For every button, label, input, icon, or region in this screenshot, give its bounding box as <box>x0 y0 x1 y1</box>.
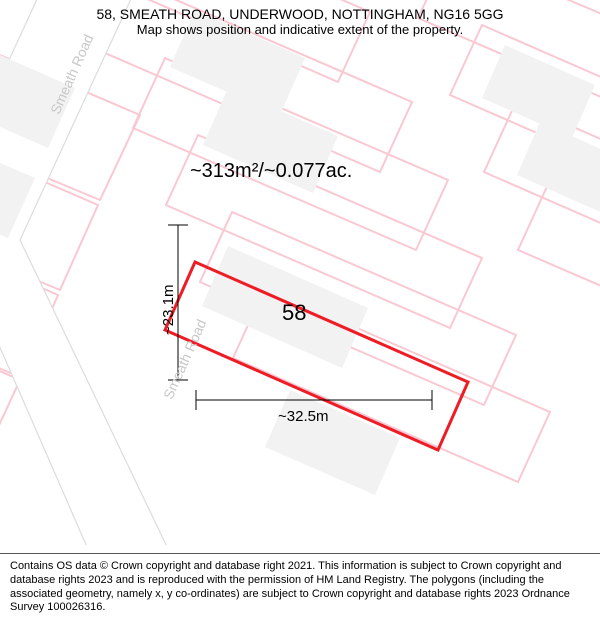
page-title: 58, SMEATH ROAD, UNDERWOOD, NOTTINGHAM, … <box>10 6 590 22</box>
map-canvas: Smeath Road Smeath Road ~313m²/~0.077ac.… <box>0 0 600 545</box>
footer-copyright: Contains OS data © Crown copyright and d… <box>0 553 600 625</box>
dimension-horizontal-label: ~32.5m <box>278 408 328 425</box>
plot-number-label: 58 <box>282 300 306 326</box>
header: 58, SMEATH ROAD, UNDERWOOD, NOTTINGHAM, … <box>0 0 600 39</box>
page-subtitle: Map shows position and indicative extent… <box>10 22 590 37</box>
dimension-vertical-label: ~23.1m <box>160 285 177 335</box>
area-label: ~313m²/~0.077ac. <box>190 160 352 183</box>
map-svg <box>0 0 600 545</box>
